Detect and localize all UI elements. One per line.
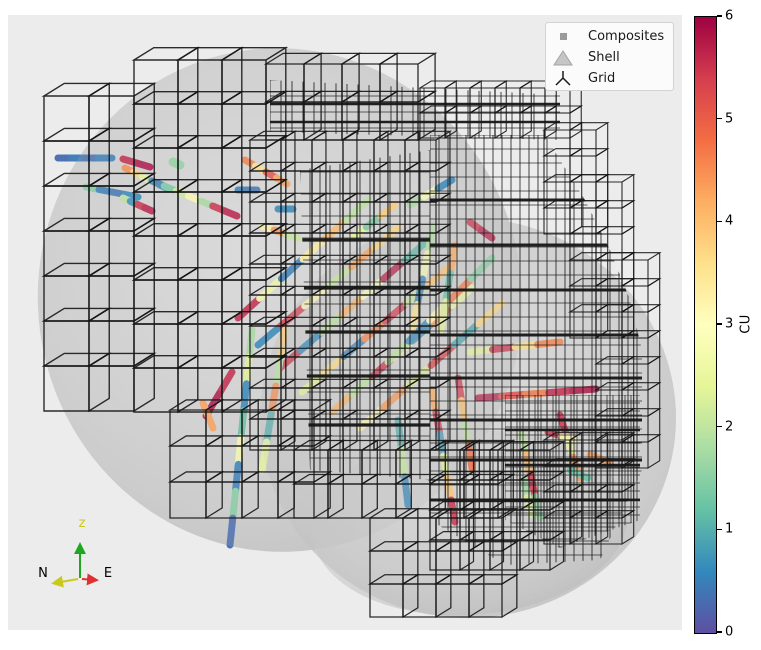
legend: Composites Shell Grid [545,22,674,91]
colorbar-tickmark [717,118,722,120]
legend-label-grid: Grid [588,71,616,86]
colorbar-tick-label: 4 [725,213,734,229]
legend-label-shell: Shell [588,50,620,65]
colorbar-tickmark [717,15,722,17]
colorbar-tickmark [717,220,722,223]
north-axis-label: N [38,566,48,581]
colorbar-tick-label: 5 [725,111,734,127]
shell-triangle-icon [553,49,573,65]
legend-item-grid: Grid [546,68,673,89]
colorbar-tick-label: 2 [725,419,734,435]
z-axis-label: z [79,516,86,531]
legend-item-shell: Shell [546,47,673,68]
colorbar [694,16,717,634]
grid-wireframe-icon [555,71,571,86]
colorbar-title: CU [738,314,754,334]
colorbar-tickmark [717,426,722,428]
colorbar-tick-label: 6 [725,8,734,24]
north-axis-arrow [51,575,79,588]
colorbar-tickmark [717,631,722,633]
legend-label-composites: Composites [588,29,665,44]
colorbar-tick-label: 3 [725,316,734,332]
orientation-axes-widget[interactable]: z N E [26,500,136,595]
colorbar-tickmark [717,323,722,325]
composites-point-icon [559,33,567,40]
east-axis-label: E [104,566,112,581]
grid-wireframe [41,46,662,619]
east-axis-arrow [81,573,99,586]
colorbar-tick-label: 1 [725,521,734,537]
colorbar-tick-label: 0 [725,624,734,640]
colorbar-tickmark [717,528,722,531]
legend-item-composites: Composites [546,26,673,47]
